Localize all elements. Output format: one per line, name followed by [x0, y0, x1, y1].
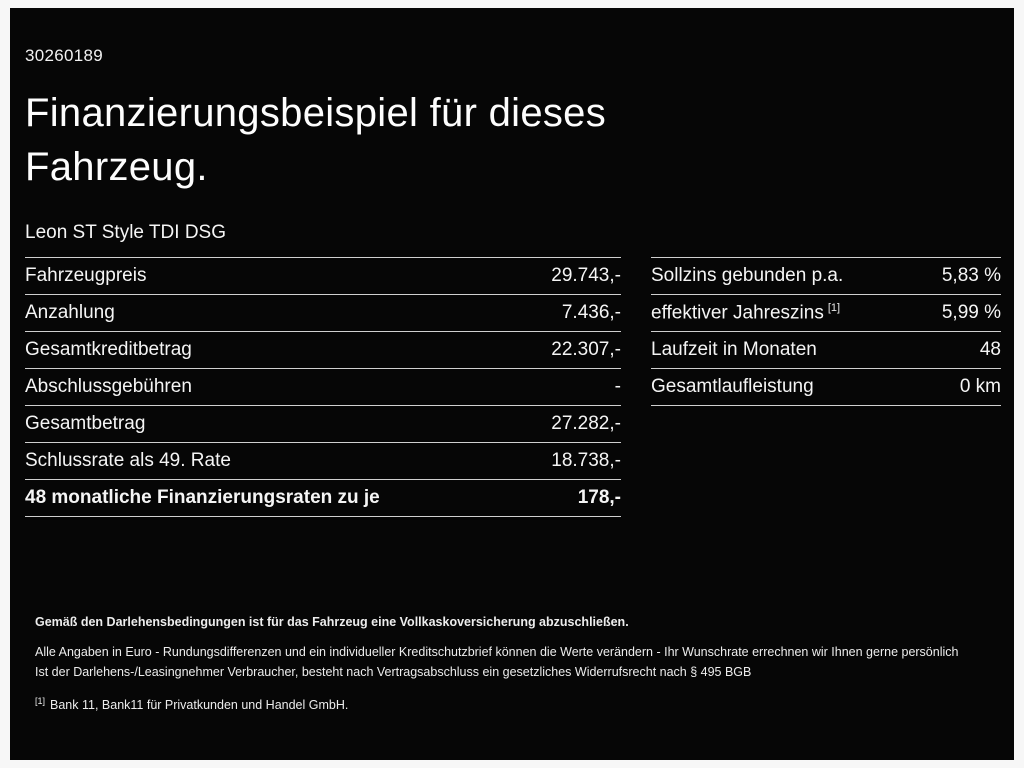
financing-table-right: Sollzins gebunden p.a. 5,83 % effektiver…	[651, 257, 1001, 406]
row-value: 7.436,-	[561, 302, 621, 323]
row-value: 18.738,-	[551, 450, 621, 471]
row-value: 0 km	[959, 376, 1001, 397]
row-label: Fahrzeugpreis	[25, 265, 147, 286]
table-row-effektiver-jahreszins: effektiver Jahreszins [1] 5,99 %	[651, 294, 1001, 331]
financing-tables: Fahrzeugpreis 29.743,- Anzahlung 7.436,-…	[25, 257, 1001, 517]
table-row-gesamtkreditbetrag: Gesamtkreditbetrag 22.307,-	[25, 331, 621, 368]
footnote-marker: [1]	[35, 696, 46, 706]
row-label: Laufzeit in Monaten	[651, 339, 817, 360]
table-row-schlussrate: Schlussrate als 49. Rate 18.738,-	[25, 442, 621, 479]
legal-footer: Gemäß den Darlehensbedingungen ist für d…	[25, 615, 1001, 712]
table-row-abschlussgebuehren: Abschlussgebühren -	[25, 368, 621, 405]
bank-footnote: [1] Bank 11, Bank11 für Privatkunden und …	[35, 696, 995, 712]
row-value: 5,99 %	[941, 302, 1001, 323]
financing-table-left: Fahrzeugpreis 29.743,- Anzahlung 7.436,-…	[25, 257, 621, 517]
row-label: Schlussrate als 49. Rate	[25, 450, 231, 471]
row-value: 178,-	[577, 487, 621, 508]
offer-id: 30260189	[25, 46, 104, 65]
row-value: 29.743,-	[551, 265, 621, 286]
row-label: 48 monatliche Finanzierungsraten zu je	[25, 487, 380, 508]
page-title-line-2: Fahrzeug.	[25, 145, 208, 189]
row-value: 27.282,-	[551, 413, 621, 434]
page-title: Finanzierungsbeispiel für dieses Fahrzeu…	[25, 86, 1001, 194]
disclaimer-line-1: Alle Angaben in Euro - Rundungsdifferenz…	[35, 645, 959, 659]
row-value: 22.307,-	[551, 339, 621, 360]
table-row-anzahlung: Anzahlung 7.436,-	[25, 294, 621, 331]
table-row-gesamtlaufleistung: Gesamtlaufleistung 0 km	[651, 368, 1001, 405]
row-label: Gesamtkreditbetrag	[25, 339, 192, 360]
row-value: -	[614, 376, 621, 397]
row-label: Anzahlung	[25, 302, 115, 323]
row-label: Sollzins gebunden p.a.	[651, 265, 844, 286]
table-row-fahrzeugpreis: Fahrzeugpreis 29.743,-	[25, 257, 621, 294]
table-row-gesamtbetrag: Gesamtbetrag 27.282,-	[25, 405, 621, 442]
row-label: effektiver Jahreszins [1]	[651, 302, 840, 324]
row-label: Gesamtbetrag	[25, 413, 146, 434]
row-label: Gesamtlaufleistung	[651, 376, 814, 397]
disclaimer-line-2: Ist der Darlehens-/Leasingnehmer Verbrau…	[35, 665, 752, 679]
financing-example-page: 30260189 Finanzierungsbeispiel für diese…	[10, 8, 1014, 760]
footnote-reference: [1]	[827, 301, 841, 314]
insurance-note: Gemäß den Darlehensbedingungen ist für d…	[35, 615, 629, 629]
table-row-monatsrate: 48 monatliche Finanzierungsraten zu je 1…	[25, 479, 621, 516]
table-row-sollzins: Sollzins gebunden p.a. 5,83 %	[651, 257, 1001, 294]
footnote-text: Bank 11, Bank11 für Privatkunden und Han…	[50, 698, 349, 713]
vehicle-name: Leon ST Style TDI DSG	[25, 222, 226, 243]
row-value: 48	[979, 339, 1001, 360]
row-value: 5,83 %	[941, 265, 1001, 286]
row-label: Abschlussgebühren	[25, 376, 192, 397]
page-title-line-1: Finanzierungsbeispiel für dieses	[25, 91, 607, 135]
table-row-laufzeit: Laufzeit in Monaten 48	[651, 331, 1001, 368]
row-label-text: effektiver Jahreszins	[651, 302, 824, 324]
